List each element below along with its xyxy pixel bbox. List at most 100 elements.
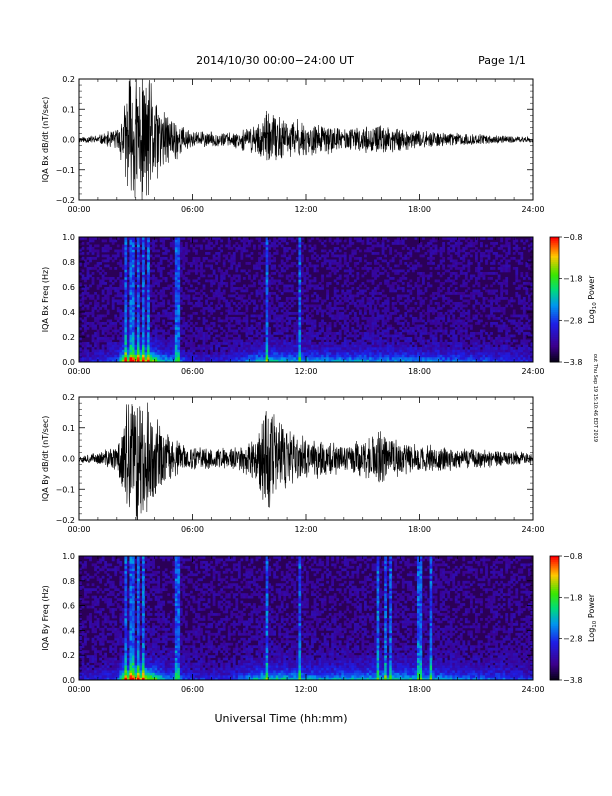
heatmap-cell <box>240 255 243 258</box>
heatmap-cell <box>351 350 354 353</box>
heatmap-cell <box>288 335 291 338</box>
heatmap-cell <box>361 337 364 340</box>
heatmap-cell <box>480 252 483 255</box>
heatmap-cell <box>87 335 90 338</box>
heatmap-cell <box>210 282 213 285</box>
heatmap-cell <box>218 355 221 358</box>
heatmap-cell <box>155 240 158 243</box>
heatmap-cell <box>455 267 458 270</box>
heatmap-cell <box>402 357 405 360</box>
heatmap-cell <box>180 242 183 245</box>
heatmap-cell <box>223 340 226 343</box>
heatmap-cell <box>367 302 370 305</box>
heatmap-cell <box>107 347 110 350</box>
heatmap-cell <box>291 250 294 253</box>
heatmap-cell <box>478 312 481 315</box>
heatmap-cell <box>102 340 105 343</box>
heatmap-cell <box>324 337 327 340</box>
heatmap-cell <box>349 245 352 248</box>
heatmap-cell <box>329 250 332 253</box>
heatmap-cell <box>112 307 115 310</box>
heatmap-cell <box>104 335 107 338</box>
heatmap-cell <box>129 295 132 298</box>
heatmap-cell <box>109 240 112 243</box>
heatmap-cell <box>389 357 392 360</box>
heatmap-cell <box>364 272 367 275</box>
heatmap-cell <box>432 310 435 313</box>
heatmap-cell <box>324 257 327 260</box>
heatmap-cell <box>228 252 231 255</box>
heatmap-cell <box>142 330 145 333</box>
heatmap-cell <box>291 317 294 320</box>
heatmap-cell <box>82 247 85 250</box>
heatmap-cell <box>114 325 117 328</box>
heatmap-cell <box>107 330 110 333</box>
heatmap-cell <box>440 325 443 328</box>
heatmap-cell <box>298 282 301 285</box>
heatmap-cell <box>261 315 264 318</box>
heatmap-cell <box>182 295 185 298</box>
heatmap-cell <box>490 332 493 335</box>
heatmap-cell <box>107 327 110 330</box>
heatmap-cell <box>374 262 377 265</box>
heatmap-cell <box>316 297 319 300</box>
heatmap-cell <box>104 240 107 243</box>
heatmap-cell <box>283 265 286 268</box>
heatmap-cell <box>384 352 387 355</box>
heatmap-cell <box>457 267 460 270</box>
heatmap-cell <box>243 242 246 245</box>
heatmap-cell <box>321 350 324 353</box>
heatmap-cell <box>445 340 448 343</box>
heatmap-cell <box>240 287 243 290</box>
heatmap-cell <box>293 240 296 243</box>
heatmap-cell <box>124 267 127 270</box>
heatmap-cell <box>170 245 173 248</box>
heatmap-cell <box>498 310 501 313</box>
heatmap-cell <box>155 332 158 335</box>
heatmap-cell <box>243 302 246 305</box>
heatmap-cell <box>483 355 486 358</box>
heatmap-cell <box>440 357 443 360</box>
heatmap-cell <box>455 252 458 255</box>
heatmap-cell <box>238 275 241 278</box>
heatmap-cell <box>119 317 122 320</box>
heatmap-cell <box>182 247 185 250</box>
heatmap-cell <box>306 340 309 343</box>
heatmap-cell <box>364 347 367 350</box>
heatmap-cell <box>399 260 402 263</box>
heatmap-cell <box>276 245 279 248</box>
heatmap-cell <box>417 325 420 328</box>
heatmap-cell <box>324 347 327 350</box>
heatmap-cell <box>367 332 370 335</box>
heatmap-cell <box>92 352 95 355</box>
heatmap-cell <box>218 317 221 320</box>
heatmap-cell <box>356 322 359 325</box>
heatmap-cell <box>97 285 100 288</box>
heatmap-cell <box>440 330 443 333</box>
heatmap-cell <box>102 352 105 355</box>
heatmap-cell <box>132 345 135 348</box>
heatmap-cell <box>495 317 498 320</box>
heatmap-cell <box>205 352 208 355</box>
heatmap-cell <box>268 252 271 255</box>
heatmap-cell <box>157 325 160 328</box>
heatmap-cell <box>187 325 190 328</box>
heatmap-cell <box>356 340 359 343</box>
heatmap-cell <box>440 315 443 318</box>
heatmap-cell <box>175 350 178 353</box>
heatmap-cell <box>498 300 501 303</box>
heatmap-cell <box>447 352 450 355</box>
heatmap-cell <box>387 300 390 303</box>
heatmap-cell <box>268 330 271 333</box>
heatmap-cell <box>208 247 211 250</box>
heatmap-cell <box>132 355 135 358</box>
heatmap-cell <box>316 357 319 360</box>
heatmap-cell <box>167 315 170 318</box>
heatmap-cell <box>399 277 402 280</box>
heatmap-cell <box>303 272 306 275</box>
heatmap-cell <box>359 332 362 335</box>
heatmap-cell <box>480 307 483 310</box>
heatmap-cell <box>324 310 327 313</box>
heatmap-cell <box>170 342 173 345</box>
heatmap-cell <box>339 302 342 305</box>
